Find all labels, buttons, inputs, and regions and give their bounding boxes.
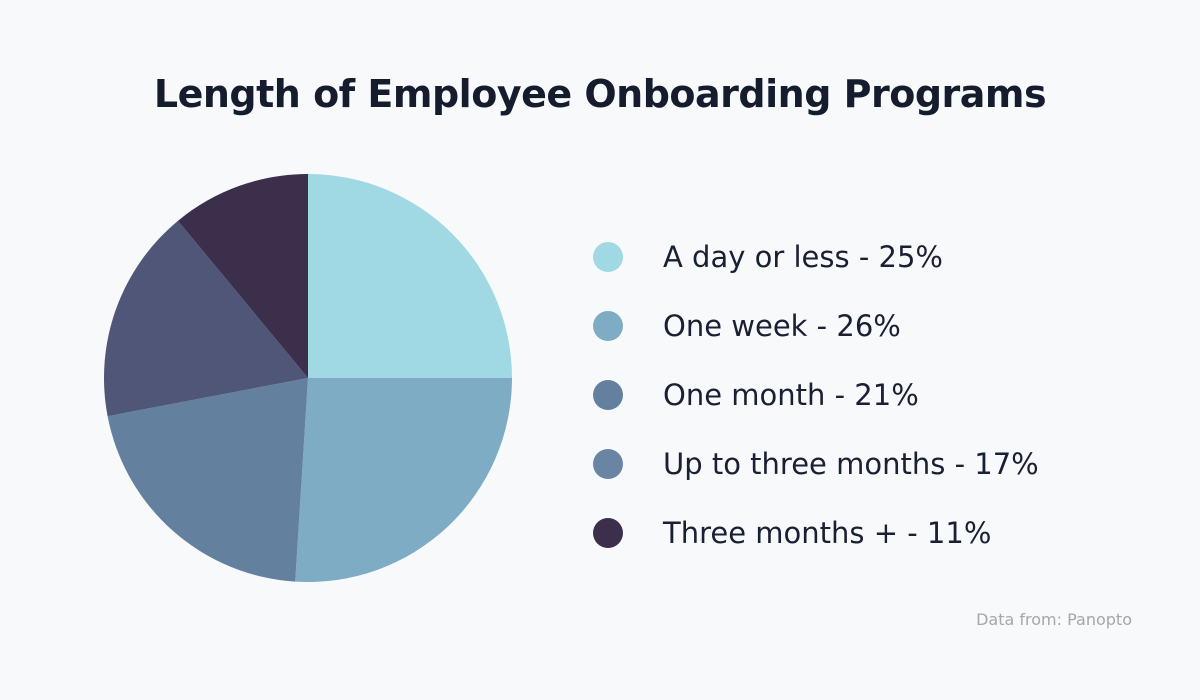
pie-slice-1 xyxy=(308,174,512,378)
legend-dot-icon xyxy=(593,448,623,479)
legend-label: Up to three months - 17% xyxy=(663,446,1039,481)
legend-label: One month - 21% xyxy=(663,377,919,412)
legend-label: Three months + - 11% xyxy=(663,515,992,550)
source-note: Data from: Panopto xyxy=(976,610,1132,629)
legend-dot-icon xyxy=(593,517,623,548)
legend-label: A day or less - 25% xyxy=(663,239,943,274)
legend-label: One week - 26% xyxy=(663,308,901,343)
legend-item: One month - 21% xyxy=(593,360,1039,429)
pie-chart xyxy=(104,174,512,583)
legend-dot-icon xyxy=(593,310,623,341)
legend-item: One week - 26% xyxy=(593,291,1039,360)
pie-slice-3 xyxy=(107,378,308,582)
legend-dot-icon xyxy=(593,241,623,272)
legend: A day or less - 25% One week - 26% One mon… xyxy=(593,222,1039,567)
legend-item: Up to three months - 17% xyxy=(593,429,1039,498)
legend-dot-icon xyxy=(593,379,623,410)
chart-title: Length of Employee Onboarding Programs xyxy=(153,72,1047,116)
pie-slice-2 xyxy=(295,378,512,583)
pie-slice-5 xyxy=(177,174,308,378)
pie-slice-4 xyxy=(104,220,308,417)
legend-item: Three months + - 11% xyxy=(593,498,1039,567)
legend-item: A day or less - 25% xyxy=(593,222,1039,291)
